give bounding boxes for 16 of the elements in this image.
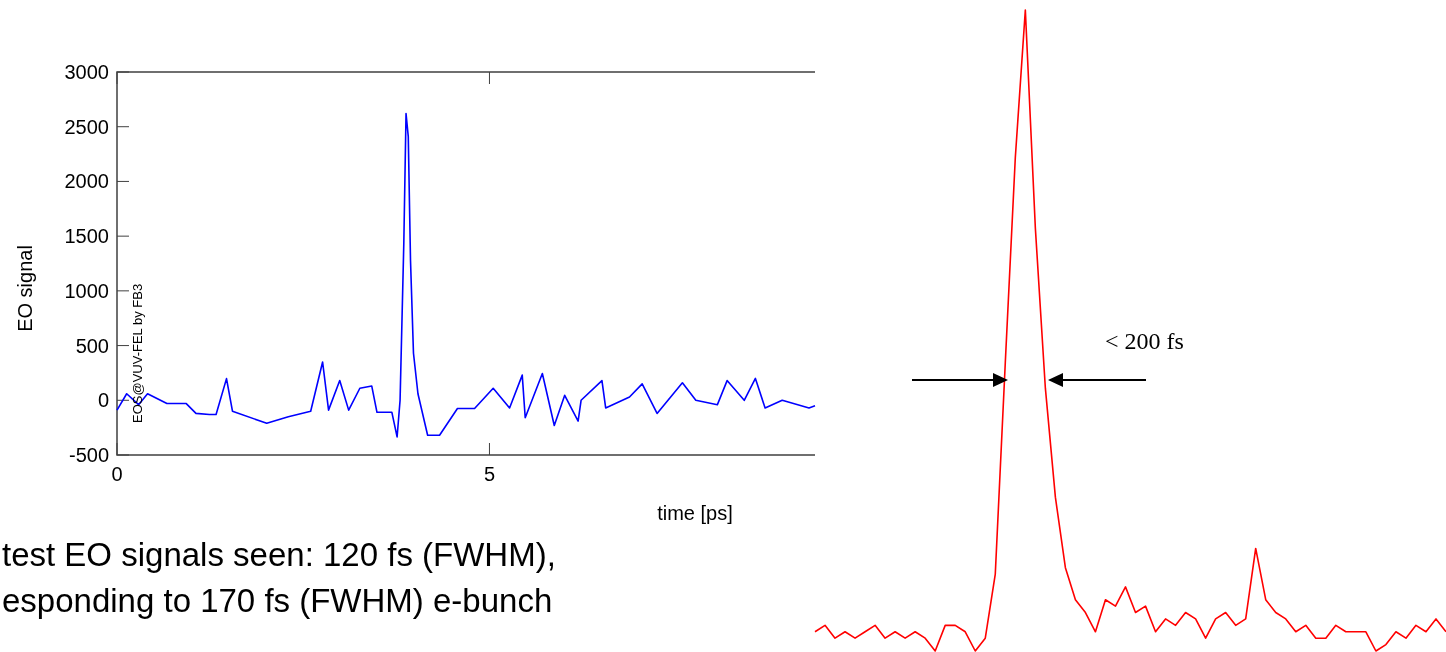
text: esponding to 170 fs (FWHM) e-bunch xyxy=(2,582,553,619)
y-tick-label: 3000 xyxy=(64,61,109,83)
y-tick-label: 1500 xyxy=(64,225,109,248)
y-tick-label: 0 xyxy=(97,389,109,412)
annotation: < 200 fs xyxy=(1105,328,1184,354)
line-series xyxy=(116,112,816,438)
y-tick-label: 1000 xyxy=(64,279,109,302)
y-axis-title: EO signal xyxy=(14,245,36,332)
y-tick-label: 2500 xyxy=(64,115,109,138)
y-tick-label: -500 xyxy=(68,444,109,466)
x-tick-label: 5 xyxy=(483,463,496,485)
y-tick-label: 500 xyxy=(75,334,109,357)
text: test EO signals seen: 120 fs (FWHM), xyxy=(2,536,556,573)
annotation: EOS@VUV-FEL by FB3 xyxy=(130,283,145,423)
y-tick-label: 2000 xyxy=(64,170,109,193)
x-axis-title: time [ps] xyxy=(657,502,733,524)
